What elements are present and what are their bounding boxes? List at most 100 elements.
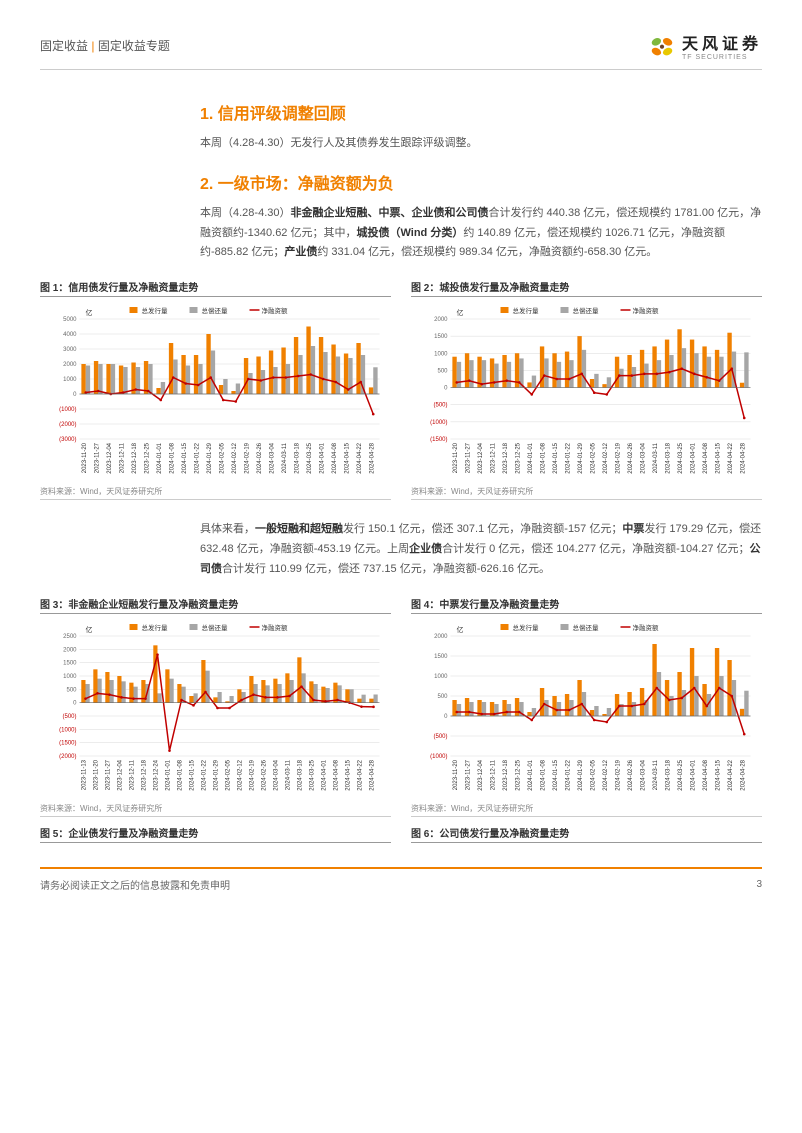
svg-text:净融资额: 净融资额 — [633, 306, 660, 315]
svg-text:2023-12-04: 2023-12-04 — [118, 759, 124, 790]
svg-text:1000: 1000 — [63, 674, 77, 680]
svg-text:2024-02-05: 2024-02-05 — [590, 443, 596, 474]
svg-text:(500): (500) — [62, 714, 76, 720]
chart4-svg: (1000)(500)0500100015002000亿总发行量总偿还量净融资额… — [411, 618, 762, 798]
svg-text:5000: 5000 — [63, 317, 77, 323]
charts-row-3: 图 5：企业债发行量及净融资量走势 图 6：公司债发行量及净融资量走势 — [40, 825, 762, 847]
svg-text:1000: 1000 — [63, 377, 77, 383]
svg-text:2024-02-26: 2024-02-26 — [628, 759, 634, 790]
chart6-caption: 图 6：公司债发行量及净融资量走势 — [411, 825, 762, 843]
svg-text:2023-11-20: 2023-11-20 — [453, 759, 459, 790]
svg-text:2024-03-25: 2024-03-25 — [310, 759, 316, 790]
svg-text:2024-02-19: 2024-02-19 — [244, 443, 250, 474]
svg-text:2024-03-04: 2024-03-04 — [640, 443, 646, 474]
svg-text:亿: 亿 — [457, 625, 464, 634]
svg-text:2024-04-22: 2024-04-22 — [728, 759, 734, 790]
chart1-caption: 图 1：信用债发行量及净融资量走势 — [40, 279, 391, 297]
svg-text:2023-12-04: 2023-12-04 — [478, 443, 484, 474]
svg-text:总偿还量: 总偿还量 — [573, 306, 600, 315]
svg-text:2023-12-25: 2023-12-25 — [515, 759, 521, 790]
svg-text:2024-01-29: 2024-01-29 — [214, 759, 220, 790]
logo-cn: 天风证券 — [682, 30, 762, 54]
svg-text:2024-03-18: 2024-03-18 — [294, 443, 300, 474]
chart2-caption: 图 2：城投债发行量及净融资量走势 — [411, 279, 762, 297]
svg-text:2024-04-28: 2024-04-28 — [369, 443, 375, 474]
chart1-block: 图 1：信用债发行量及净融资量走势 (3000)(2000)(1000)0100… — [40, 279, 391, 500]
svg-text:2024-04-28: 2024-04-28 — [370, 759, 376, 790]
svg-text:2024-01-15: 2024-01-15 — [553, 759, 559, 790]
svg-text:2024-04-22: 2024-04-22 — [357, 443, 363, 474]
svg-text:2000: 2000 — [63, 362, 77, 368]
svg-text:500: 500 — [66, 687, 77, 693]
svg-text:2024-01-01: 2024-01-01 — [528, 443, 534, 474]
svg-text:2023-12-04: 2023-12-04 — [107, 443, 113, 474]
svg-text:2024-02-05: 2024-02-05 — [226, 759, 232, 790]
svg-text:2000: 2000 — [434, 634, 448, 640]
svg-text:2023-11-20: 2023-11-20 — [453, 443, 459, 474]
logo: 天风证券 TF SECURITIES — [648, 30, 762, 61]
svg-text:(1000): (1000) — [430, 420, 447, 426]
logo-en: TF SECURITIES — [682, 54, 762, 61]
header-cat: 固定收益 — [40, 39, 88, 53]
svg-text:(1500): (1500) — [59, 740, 76, 746]
chart2-source: 资料来源：Wind，天风证券研究所 — [411, 486, 762, 500]
svg-text:1000: 1000 — [434, 351, 448, 357]
svg-text:(500): (500) — [433, 734, 447, 740]
section1-title: 1. 信用评级调整回顾 — [200, 100, 762, 124]
svg-text:4000: 4000 — [63, 332, 77, 338]
svg-text:总偿还量: 总偿还量 — [573, 623, 600, 632]
svg-text:2024-04-01: 2024-04-01 — [319, 443, 325, 474]
chart4-block: 图 4：中票发行量及净融资量走势 (1000)(500)050010001500… — [411, 596, 762, 817]
svg-text:2024-01-01: 2024-01-01 — [528, 759, 534, 790]
svg-text:2023-12-25: 2023-12-25 — [144, 443, 150, 474]
svg-text:2023-12-04: 2023-12-04 — [478, 759, 484, 790]
svg-text:2024-01-08: 2024-01-08 — [540, 443, 546, 474]
svg-text:2024-02-05: 2024-02-05 — [219, 443, 225, 474]
svg-text:2024-01-08: 2024-01-08 — [540, 759, 546, 790]
svg-text:2024-04-22: 2024-04-22 — [358, 759, 364, 790]
svg-text:2024-03-11: 2024-03-11 — [286, 759, 292, 790]
footer-page: 3 — [756, 879, 762, 890]
svg-text:2024-04-01: 2024-04-01 — [690, 759, 696, 790]
svg-text:2024-02-12: 2024-02-12 — [603, 443, 609, 474]
svg-text:(1000): (1000) — [430, 754, 447, 760]
svg-text:2024-04-15: 2024-04-15 — [715, 443, 721, 474]
svg-text:0: 0 — [444, 386, 448, 392]
svg-text:2024-01-29: 2024-01-29 — [207, 443, 213, 474]
chart3-source: 资料来源：Wind，天风证券研究所 — [40, 803, 391, 817]
svg-text:2023-11-13: 2023-11-13 — [82, 759, 88, 790]
svg-text:(1000): (1000) — [59, 407, 76, 413]
svg-text:2024-04-01: 2024-04-01 — [322, 759, 328, 790]
svg-text:2024-02-19: 2024-02-19 — [250, 759, 256, 790]
svg-text:净融资额: 净融资额 — [262, 623, 289, 632]
svg-text:2024-01-08: 2024-01-08 — [178, 759, 184, 790]
svg-text:2024-03-04: 2024-03-04 — [274, 759, 280, 790]
svg-text:2024-03-25: 2024-03-25 — [678, 443, 684, 474]
footer-disclaimer: 请务必阅读正文之后的信息披露和免责申明 — [40, 877, 230, 892]
svg-text:(2000): (2000) — [59, 422, 76, 428]
svg-text:1500: 1500 — [63, 660, 77, 666]
svg-text:2024-04-15: 2024-04-15 — [344, 443, 350, 474]
svg-text:2023-12-11: 2023-12-11 — [130, 759, 136, 790]
svg-text:(1500): (1500) — [430, 437, 447, 443]
svg-text:2023-11-27: 2023-11-27 — [94, 443, 100, 474]
svg-text:2023-11-27: 2023-11-27 — [465, 759, 471, 790]
svg-text:0: 0 — [444, 714, 448, 720]
svg-text:2024-04-28: 2024-04-28 — [740, 759, 746, 790]
svg-text:2023-12-25: 2023-12-25 — [515, 443, 521, 474]
section2-body2: 具体来看，一般短融和超短融发行 150.1 亿元，偿还 307.1 亿元，净融资… — [200, 520, 762, 579]
svg-text:2024-04-08: 2024-04-08 — [332, 443, 338, 474]
svg-text:亿: 亿 — [86, 308, 93, 317]
svg-text:2024-04-08: 2024-04-08 — [703, 759, 709, 790]
svg-text:2024-03-18: 2024-03-18 — [298, 759, 304, 790]
svg-text:2024-03-04: 2024-03-04 — [640, 759, 646, 790]
svg-text:2000: 2000 — [63, 647, 77, 653]
svg-text:2024-02-12: 2024-02-12 — [232, 443, 238, 474]
svg-text:2023-12-18: 2023-12-18 — [142, 759, 148, 790]
svg-text:亿: 亿 — [86, 625, 93, 634]
svg-text:2024-04-28: 2024-04-28 — [740, 443, 746, 474]
svg-text:1500: 1500 — [434, 654, 448, 660]
svg-text:0: 0 — [73, 392, 77, 398]
svg-text:2024-01-22: 2024-01-22 — [194, 443, 200, 474]
svg-text:总发行量: 总发行量 — [142, 306, 169, 315]
